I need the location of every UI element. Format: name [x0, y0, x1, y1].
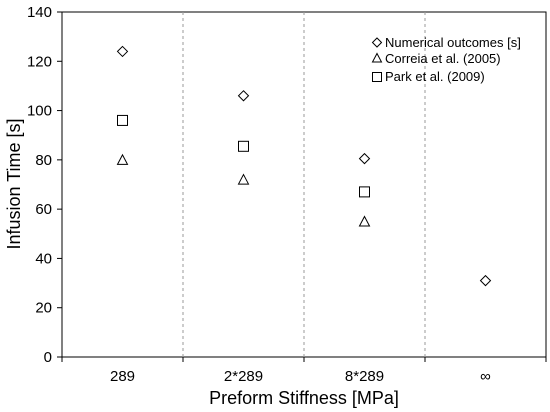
x-tick-label: 2*289: [224, 368, 263, 385]
diamond-point: [116, 45, 129, 58]
x-axis-title: Preform Stiffness [MPa]: [209, 388, 399, 408]
legend-item-correia: Correia et al. (2005): [371, 51, 501, 66]
legend-label-numerical: Numerical outcomes [s]: [385, 35, 521, 50]
diamond-point: [237, 90, 250, 102]
legend-item-numerical: Numerical outcomes [s]: [371, 35, 521, 50]
x-axis-ticks: 289 2*289 8*289 ∞: [61, 357, 547, 385]
y-tick-label: 60: [35, 201, 52, 218]
x-tick-label: ∞: [480, 368, 491, 385]
legend-label-correia: Correia et al. (2005): [385, 51, 501, 66]
legend: Numerical outcomes [s] Correia et al. (2…: [371, 35, 521, 84]
square-point: [117, 114, 128, 126]
triangle-point: [237, 173, 250, 185]
x-tick-label: 8*289: [345, 368, 384, 385]
y-tick-label: 40: [35, 250, 52, 267]
diamond-point: [479, 274, 492, 287]
triangle-point: [358, 215, 371, 227]
y-tick-label: 20: [35, 300, 52, 317]
x-tick-label: 289: [110, 368, 135, 385]
legend-item-park: Park et al. (2009): [372, 69, 485, 84]
legend-label-park: Park et al. (2009): [385, 69, 485, 84]
triangle-point: [116, 153, 129, 165]
legend-diamond-marker: [371, 37, 383, 48]
square-point: [359, 186, 370, 198]
plot-area: [61, 11, 547, 358]
legend-triangle-marker: [371, 52, 383, 63]
legend-square-marker: [372, 72, 382, 82]
y-tick-label: 80: [35, 152, 52, 169]
data-points: [116, 45, 492, 287]
y-tick-label: 140: [27, 4, 52, 21]
y-tick-label: 0: [44, 349, 52, 366]
square-point: [238, 140, 249, 152]
y-tick-label: 120: [27, 53, 52, 70]
y-axis-ticks: 0 20 40 60 80 100 120 140: [27, 4, 62, 366]
y-tick-label: 100: [27, 103, 52, 120]
y-axis-title: Infusion Time [s]: [4, 118, 24, 249]
diamond-point: [358, 152, 371, 165]
